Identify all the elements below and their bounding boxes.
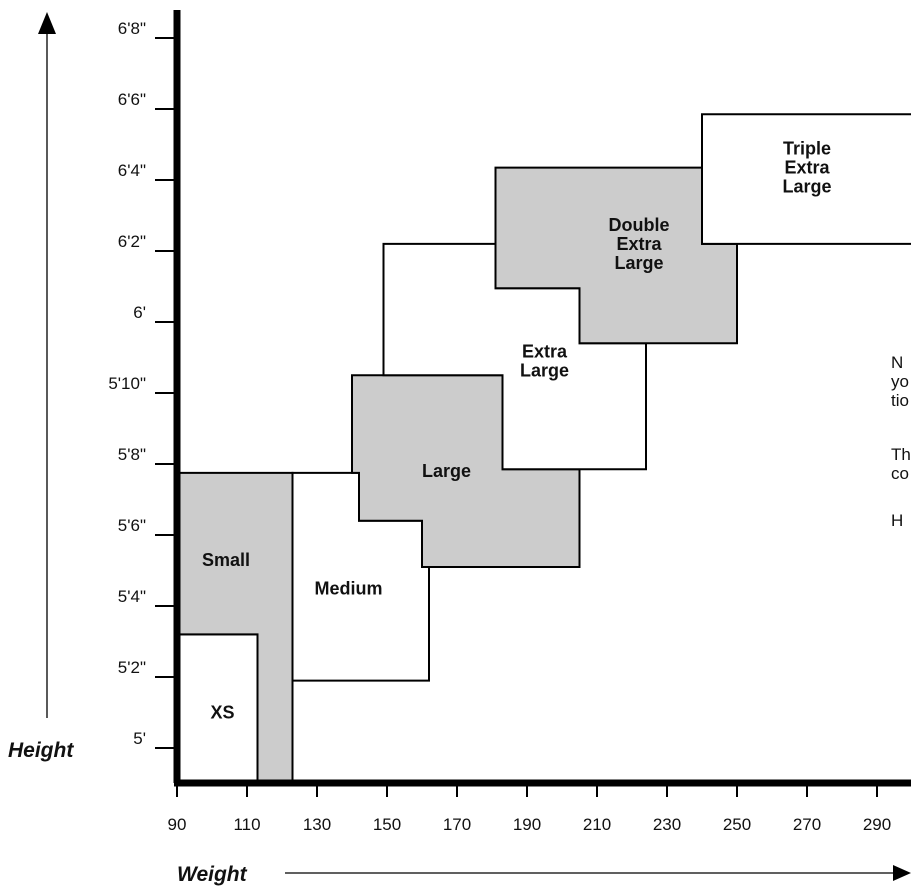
x-ticks: 90 110 130 150 170 190 210 230 250 270 290	[168, 783, 891, 834]
x-tick-label: 130	[303, 815, 331, 834]
note-line-6: H	[891, 511, 903, 530]
weight-arrow	[285, 865, 911, 881]
x-tick-label: 290	[863, 815, 891, 834]
y-tick-label: 5'6"	[118, 516, 146, 535]
y-tick-label: 5'4"	[118, 587, 146, 606]
y-tick-label: 5'10"	[108, 374, 146, 393]
height-arrow	[38, 12, 56, 718]
x-tick-label: 150	[373, 815, 401, 834]
zone-label-xs: XS	[210, 703, 234, 723]
zone-triple-extra-large	[701, 113, 911, 245]
x-tick-label: 210	[583, 815, 611, 834]
zone-label-small: Small	[202, 550, 250, 570]
zone-label-triple-extra-large: Triple Extra Large	[782, 139, 831, 197]
y-tick-label: 6'6"	[118, 90, 146, 109]
y-ticks: 5' 5'2" 5'4" 5'6" 5'8" 5'10" 6' 6'2" 6'4" 6'6" 6'8…	[108, 19, 177, 749]
note-line-3: tio	[891, 391, 909, 410]
y-tick-label: 6'2"	[118, 232, 146, 251]
zone-label-large: Large	[422, 461, 471, 481]
y-tick-label: 6'4"	[118, 161, 146, 180]
x-tick-label: 250	[723, 815, 751, 834]
zone-label-extra-large: Extra Large	[520, 342, 569, 381]
y-tick-label: 6'8"	[118, 19, 146, 38]
size-zones: XS Small Medium Large Extra Large Double Extra L…	[176, 113, 911, 785]
y-tick-label: 5'	[133, 729, 146, 748]
y-tick-label: 5'8"	[118, 445, 146, 464]
x-tick-label: 230	[653, 815, 681, 834]
x-axis-title: Weight	[177, 863, 248, 886]
zone-label-double-extra-large: Double Extra Large	[609, 215, 670, 273]
y-tick-label: 6'	[133, 303, 146, 322]
y-axis-title: Height	[8, 739, 74, 762]
note-line-1: N	[891, 353, 903, 372]
x-tick-label: 190	[513, 815, 541, 834]
zone-label-medium: Medium	[314, 578, 382, 598]
note-line-4: Th	[891, 445, 911, 464]
x-tick-label: 90	[168, 815, 187, 834]
y-tick-label: 5'2"	[118, 658, 146, 677]
x-tick-label: 270	[793, 815, 821, 834]
x-tick-label: 110	[233, 815, 260, 834]
note-line-2: yo	[891, 372, 909, 391]
note-line-5: co	[891, 464, 909, 483]
x-tick-label: 170	[443, 815, 471, 834]
